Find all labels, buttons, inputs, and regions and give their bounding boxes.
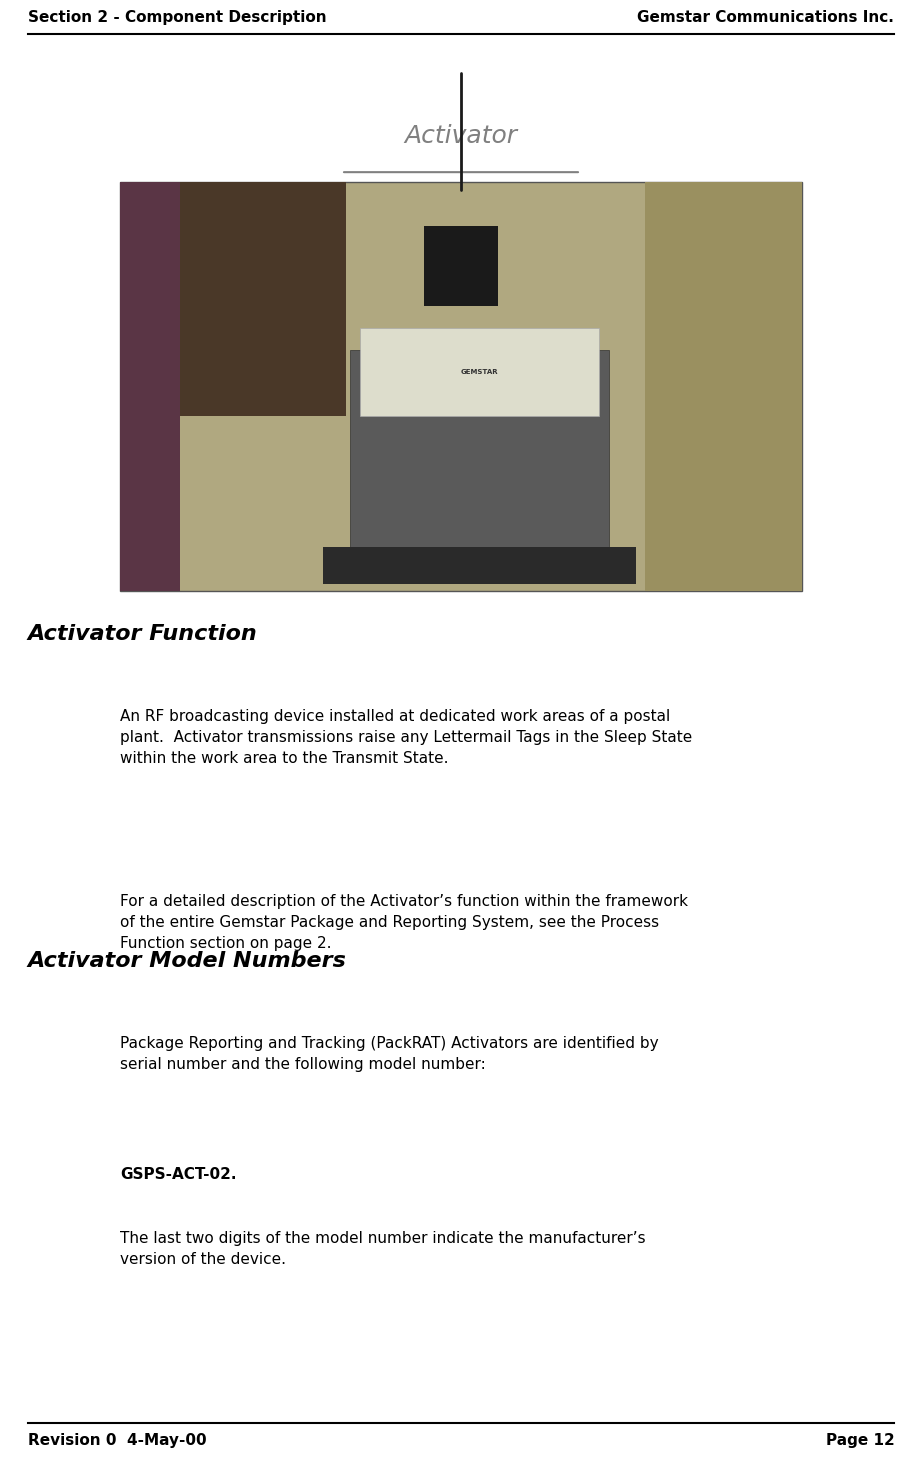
Bar: [120, 182, 180, 591]
Text: An RF broadcasting device installed at dedicated work areas of a postal
plant.  : An RF broadcasting device installed at d…: [120, 709, 692, 766]
Text: Section 2 - Component Description: Section 2 - Component Description: [28, 10, 326, 25]
Text: The last two digits of the model number indicate the manufacturer’s
version of t: The last two digits of the model number …: [120, 1231, 645, 1268]
Bar: [350, 350, 609, 554]
Text: Package Reporting and Tracking (PackRAT) Activators are identified by
serial num: Package Reporting and Tracking (PackRAT)…: [120, 1036, 658, 1072]
Text: GEMSTAR: GEMSTAR: [461, 369, 498, 375]
Text: Gemstar Communications Inc.: Gemstar Communications Inc.: [637, 10, 894, 25]
Text: GSPS-ACT-02.: GSPS-ACT-02.: [120, 1167, 236, 1182]
Text: Activator: Activator: [405, 124, 517, 147]
Bar: [645, 182, 802, 591]
Text: Activator Function: Activator Function: [28, 624, 257, 645]
Text: Activator Model Numbers: Activator Model Numbers: [28, 951, 347, 972]
Text: Page 12: Page 12: [825, 1433, 894, 1447]
Bar: [424, 226, 498, 306]
Bar: [323, 547, 636, 584]
Text: For a detailed description of the Activator’s function within the framework
of t: For a detailed description of the Activa…: [120, 894, 688, 951]
Bar: [180, 182, 346, 416]
Bar: [120, 182, 802, 591]
Text: Revision 0  4-May-00: Revision 0 4-May-00: [28, 1433, 207, 1447]
Bar: [360, 328, 599, 416]
